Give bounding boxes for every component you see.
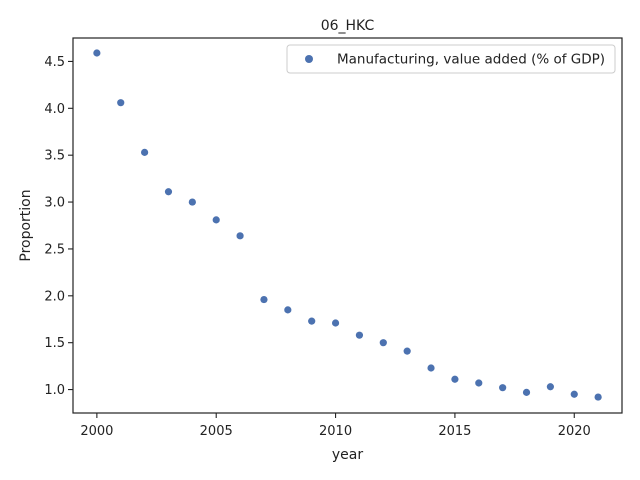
x-tick-label: 2000 [80,424,113,439]
data-point [427,364,435,372]
y-tick-label: 2.0 [44,289,65,304]
data-point [212,216,220,224]
x-tick-label: 2015 [438,424,471,439]
data-point [403,347,411,355]
data-point [260,295,268,304]
data-point [236,232,244,240]
chart-title: 06_HKC [321,18,375,34]
y-tick-label: 4.5 [44,55,65,70]
y-tick-label: 4.0 [44,102,65,117]
legend-marker [305,55,313,63]
data-point [451,375,459,383]
data-points [93,49,602,401]
legend: Manufacturing, value added (% of GDP) [286,44,616,74]
data-point [379,339,387,347]
x-tick-label: 2010 [319,424,352,439]
y-axis-ticks: 1.0 1.5 2.0 2.5 3.0 3.5 4.0 4.5 [44,55,73,398]
y-tick-label: 1.0 [44,383,65,398]
y-tick-label: 3.0 [44,196,65,211]
x-axis-label: year [332,447,363,463]
x-axis-ticks: 2000 2005 2010 2015 2020 [80,413,591,439]
data-point [331,319,340,327]
data-point [117,99,125,107]
data-point [141,148,149,156]
data-point [594,393,602,401]
y-tick-label: 3.5 [44,149,65,164]
data-point [188,198,196,206]
x-tick-label: 2005 [200,424,233,439]
y-axis-label: Proportion [18,189,34,261]
data-point [164,188,173,196]
data-point [499,384,507,392]
data-point [93,49,101,57]
data-point [284,306,292,314]
data-point [355,331,364,339]
data-point [308,317,316,325]
plot-frame [72,37,623,414]
y-tick-label: 1.5 [44,336,65,351]
data-point [570,390,578,398]
data-point [546,383,554,391]
y-tick-label: 2.5 [44,242,65,257]
data-point [522,388,531,396]
legend-label: Manufacturing, value added (% of GDP) [337,52,605,68]
legend-box [286,44,616,74]
x-tick-label: 2020 [558,424,591,439]
data-point [475,379,483,387]
